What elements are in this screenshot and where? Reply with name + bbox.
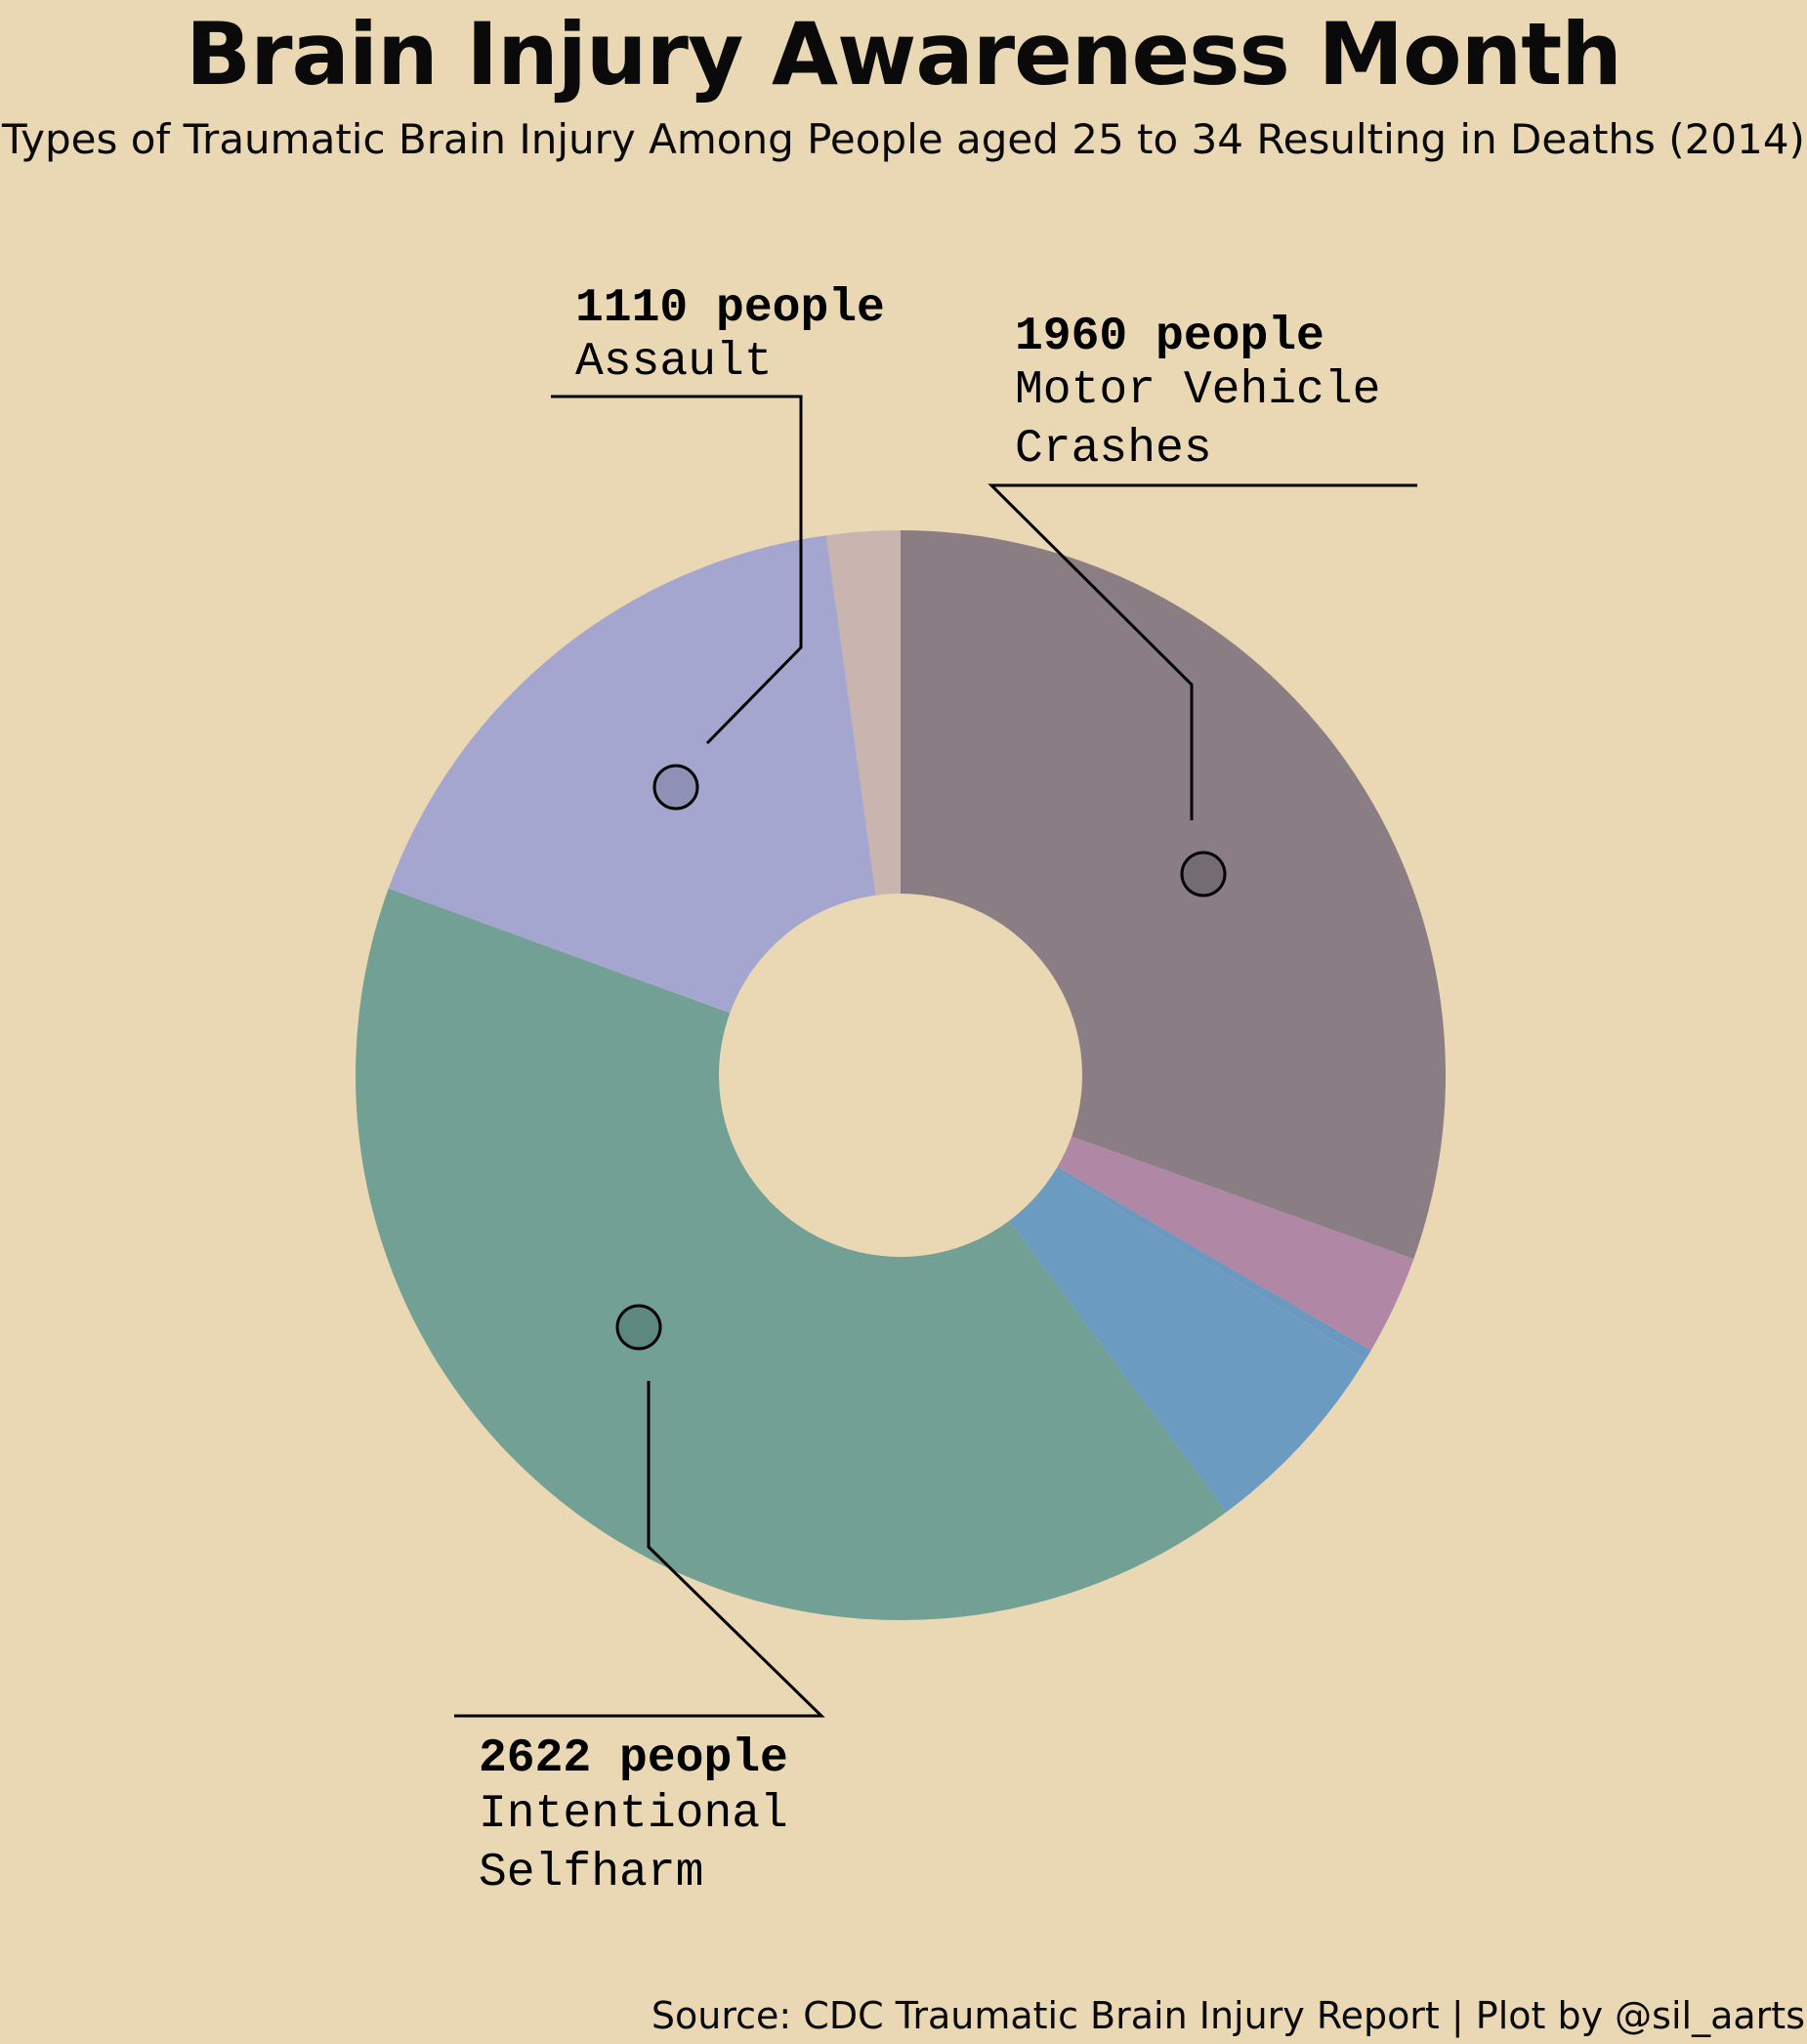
leader-line-assault bbox=[551, 395, 803, 745]
donut-slices bbox=[355, 530, 1446, 1621]
annotation-label-selfharm-2: Selfharm bbox=[479, 1847, 703, 1899]
annotation-count-motor-vehicle: 1960 people bbox=[1015, 311, 1324, 363]
donut-slice-6 bbox=[388, 535, 876, 1014]
marker-selfharm bbox=[615, 1304, 662, 1351]
leader-line-motor-vehicle bbox=[988, 483, 1417, 820]
chart-subtitle: Types of Traumatic Brain Injury Among Pe… bbox=[2, 115, 1805, 163]
donut-slice-3 bbox=[1055, 1166, 1371, 1360]
annotation-count-assault: 1110 people bbox=[575, 282, 885, 335]
chart-title: Brain Injury Awareness Month bbox=[186, 4, 1622, 104]
annotation-motor-vehicle: 1960 people Motor Vehicle Crashes bbox=[988, 311, 1417, 897]
marker-assault bbox=[652, 764, 699, 811]
donut-slice-1 bbox=[901, 530, 1446, 1260]
leader-line-selfharm bbox=[454, 1381, 825, 1718]
annotation-label-motor-vehicle-1: Motor Vehicle bbox=[1015, 364, 1380, 417]
marker-motor-vehicle bbox=[1180, 851, 1227, 897]
donut-slice-2 bbox=[1057, 1136, 1414, 1351]
annotation-selfharm: 2622 people Intentional Selfharm bbox=[454, 1304, 825, 1899]
annotation-label-motor-vehicle-2: Crashes bbox=[1015, 423, 1212, 476]
donut-slice-5 bbox=[355, 888, 1227, 1621]
annotation-label-assault: Assault bbox=[575, 336, 773, 389]
source-caption: Source: CDC Traumatic Brain Injury Repor… bbox=[651, 1994, 1805, 2037]
donut-slice-7 bbox=[825, 530, 901, 896]
annotation-label-selfharm-1: Intentional bbox=[479, 1788, 788, 1841]
annotation-assault: 1110 people Assault bbox=[551, 282, 885, 811]
annotation-count-selfharm: 2622 people bbox=[479, 1732, 788, 1785]
donut-slice-4 bbox=[1009, 1170, 1366, 1513]
